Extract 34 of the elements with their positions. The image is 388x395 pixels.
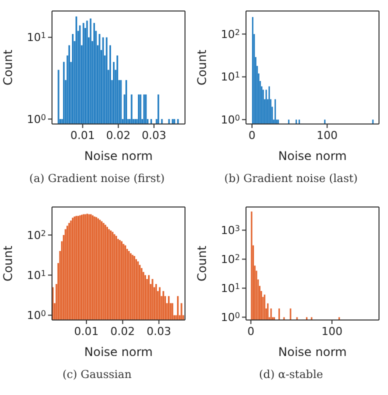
y-tick-label: 10$^{0}$ xyxy=(220,113,240,126)
y-tick-label: 10$^{3}$ xyxy=(220,224,240,238)
x-axis-title: Noise norm xyxy=(84,345,153,359)
y-axis-title: Count xyxy=(195,49,209,86)
y-axis-title: Count xyxy=(195,245,209,282)
x-axis-title: Noise norm xyxy=(278,149,347,163)
x-axis-title: Noise norm xyxy=(278,345,347,359)
y-axis-title: Count xyxy=(1,245,15,282)
y-tick-label: 10$^{1}$ xyxy=(26,268,46,282)
x-tick-label: 0 xyxy=(248,128,256,142)
x-tick-label: 0.02 xyxy=(106,128,131,142)
x-axis-title: Noise norm xyxy=(84,149,153,163)
x-tick-label: 0.02 xyxy=(110,324,135,338)
text: (b) Gradient noise (last) xyxy=(223,172,359,185)
y-tick-label: 10$^{0}$ xyxy=(26,308,46,322)
x-tick-label: 0.01 xyxy=(70,128,95,142)
text: (d) α-stable xyxy=(258,368,324,381)
x-tick-label: 100 xyxy=(316,128,338,142)
y-tick-label: 10$^{2}$ xyxy=(220,252,240,266)
y-tick-label: 10$^{1}$ xyxy=(220,282,240,296)
y-tick-label: 10$^{1}$ xyxy=(220,70,240,84)
text: (c) Gaussian xyxy=(61,368,133,381)
x-tick-label: 0.03 xyxy=(146,324,172,338)
y-tick-label: 10$^{2}$ xyxy=(220,28,240,41)
x-tick-label: 100 xyxy=(321,324,342,338)
x-tick-label: 0.01 xyxy=(74,324,99,338)
y-tick-label: 10$^{2}$ xyxy=(26,228,46,242)
y-tick-label: 10$^{0}$ xyxy=(220,310,240,324)
y-tick-label: 10$^{0}$ xyxy=(26,112,46,126)
x-tick-label: 0.03 xyxy=(142,128,166,142)
y-axis-title: Count xyxy=(1,49,15,86)
text: (a) Gradient noise (first) xyxy=(28,172,166,185)
x-tick-label: 0 xyxy=(247,324,254,338)
y-tick-label: 10$^{1}$ xyxy=(26,30,46,44)
